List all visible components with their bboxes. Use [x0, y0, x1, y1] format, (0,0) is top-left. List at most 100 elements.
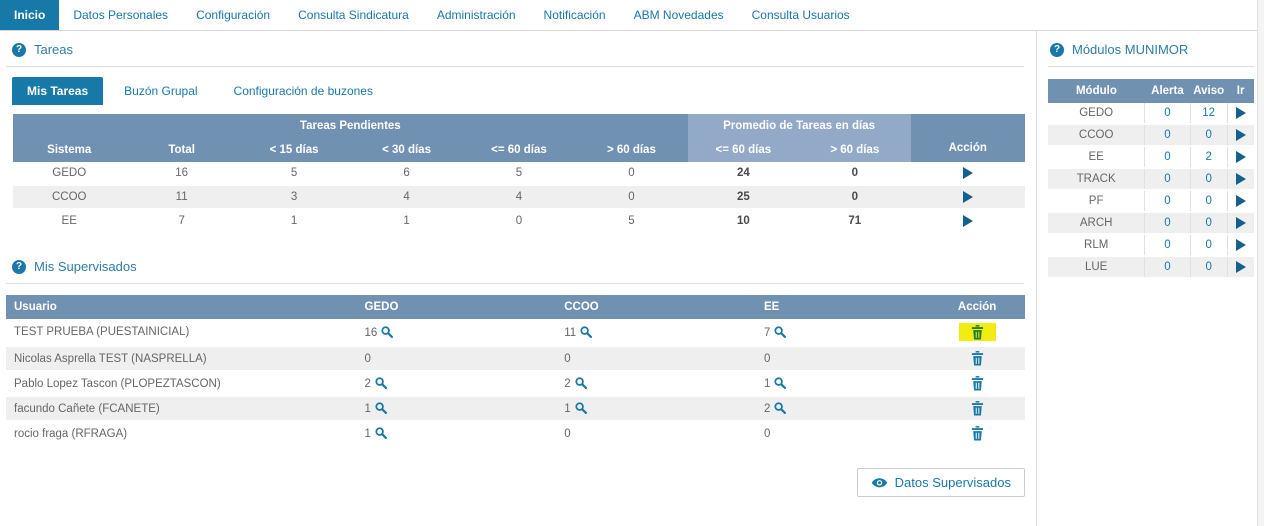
go-to-tasks-icon[interactable] [962, 191, 973, 204]
go-to-module-icon[interactable] [1235, 239, 1246, 252]
table-row: TEST PRUEBA (PUESTAINICIAL) 16 11 7 [6, 319, 1025, 348]
modulos-table: Módulo Alerta Aviso Ir GEDO 0 12 CCOO 0 … [1048, 79, 1254, 280]
tab-configuracion-de-buzones[interactable]: Configuración de buzones [233, 84, 373, 98]
aviso-count[interactable]: 2 [1189, 146, 1228, 170]
nav-item-notificacion[interactable]: Notificación [543, 8, 606, 22]
modulos-panel: ? Módulos MUNIMOR Módulo Alerta Aviso Ir… [1037, 31, 1264, 526]
alerta-count[interactable]: 0 [1144, 212, 1191, 236]
alerta-count[interactable]: 0 [1144, 124, 1191, 148]
modulo-name: CCOO [1048, 124, 1145, 148]
aviso-count[interactable]: 0 [1189, 212, 1228, 236]
magnifier-icon[interactable] [375, 402, 387, 415]
nav-item-consulta-usuarios[interactable]: Consulta Usuarios [751, 8, 850, 22]
ccoo-count: 0 [564, 427, 571, 440]
tareas-section-title: Tareas [34, 42, 74, 57]
nav-item-abm-novedades[interactable]: ABM Novedades [633, 8, 724, 22]
go-to-module-icon[interactable] [1235, 173, 1246, 186]
aviso-count[interactable]: 0 [1189, 190, 1228, 214]
go-to-module-icon[interactable] [1235, 261, 1246, 274]
go-to-module-icon[interactable] [1235, 151, 1246, 164]
nav-item-administracion[interactable]: Administración [436, 8, 516, 22]
table-row: GEDO 16 5 6 5 0 24 0 [13, 162, 1025, 187]
gedo-count[interactable]: 16 [364, 326, 378, 339]
magnifier-icon[interactable] [774, 377, 787, 390]
column-header-gedo: GEDO [356, 295, 557, 320]
go-to-module-icon[interactable] [1235, 107, 1246, 119]
magnifier-icon[interactable] [574, 377, 587, 390]
magnifier-icon[interactable] [580, 325, 593, 338]
aviso-count[interactable]: 0 [1189, 124, 1228, 148]
gedo-count[interactable]: 1 [364, 403, 371, 416]
tab-mis-tareas[interactable]: Mis Tareas [12, 77, 104, 105]
table-row: ARCH 0 0 [1048, 212, 1254, 236]
help-icon[interactable]: ? [1050, 42, 1064, 57]
column-header-usuario: Usuario [6, 295, 357, 320]
go-to-tasks-icon[interactable] [962, 215, 973, 228]
column-header-mas-60-dias: > 60 días [575, 138, 688, 162]
column-header-ccoo: CCOO [556, 295, 756, 320]
nav-item-datos-personales[interactable]: Datos Personales [73, 8, 169, 22]
trash-icon[interactable] [971, 325, 984, 340]
nav-item-configuracion[interactable]: Configuración [196, 8, 271, 22]
ee-count[interactable]: 7 [763, 326, 771, 339]
aviso-count[interactable]: 0 [1189, 168, 1228, 192]
help-icon[interactable]: ? [12, 42, 26, 57]
usuario-cell: Nicolas Asprella TEST (NASPRELLA) [6, 346, 357, 373]
tareas-tabs: Mis Tareas Buzón Grupal Configuración de… [12, 77, 1024, 105]
modulo-name: TRACK [1048, 168, 1145, 192]
gedo-count[interactable]: 2 [364, 378, 371, 391]
magnifier-icon[interactable] [375, 377, 387, 390]
aviso-count[interactable]: 0 [1189, 256, 1228, 280]
alerta-count[interactable]: 0 [1144, 234, 1191, 258]
button-row: Datos Supervisados [6, 468, 1025, 498]
alerta-count[interactable]: 0 [1144, 103, 1191, 126]
go-to-module-icon[interactable] [1235, 129, 1246, 142]
magnifier-icon[interactable] [375, 427, 387, 440]
magnifier-icon[interactable] [574, 402, 587, 415]
scrollbar[interactable] [1257, 0, 1264, 526]
usuario-cell: Pablo Lopez Tascon (PLOPEZTASCON) [6, 371, 357, 398]
trash-icon[interactable] [971, 401, 984, 416]
table-row: GEDO 0 12 [1048, 103, 1254, 126]
usuario-cell: facundo Cañete (FCANETE) [6, 396, 357, 423]
alerta-count[interactable]: 0 [1144, 146, 1191, 170]
modulos-section-title: Módulos MUNIMOR [1072, 42, 1189, 57]
help-icon[interactable]: ? [12, 259, 26, 274]
table-row: RLM 0 0 [1048, 234, 1254, 258]
nav-item-consulta-sindicatura[interactable]: Consulta Sindicatura [298, 8, 409, 22]
trash-icon[interactable] [971, 426, 984, 441]
aviso-count[interactable]: 0 [1189, 234, 1228, 258]
magnifier-icon[interactable] [381, 325, 394, 338]
aviso-count[interactable]: 12 [1189, 103, 1228, 126]
table-row: Nicolas Asprella TEST (NASPRELLA) 0 0 0 [6, 346, 1025, 373]
column-header-sistema: Sistema [13, 138, 126, 162]
trash-icon[interactable] [971, 351, 984, 366]
magnifier-icon[interactable] [774, 325, 787, 338]
tab-buzon-grupal[interactable]: Buzón Grupal [124, 84, 198, 98]
alerta-count[interactable]: 0 [1144, 190, 1191, 214]
alerta-count[interactable]: 0 [1144, 168, 1191, 192]
go-to-tasks-icon[interactable] [962, 167, 973, 179]
alerta-count[interactable]: 0 [1144, 256, 1191, 280]
go-to-module-icon[interactable] [1235, 217, 1246, 230]
column-header-prom-mas-60-dias: > 60 días [799, 138, 911, 162]
go-to-module-icon[interactable] [1235, 195, 1246, 208]
ee-count[interactable]: 1 [763, 378, 771, 391]
gedo-count[interactable]: 1 [364, 428, 371, 441]
modulos-section-header: ? Módulos MUNIMOR [1048, 31, 1254, 67]
nav-item-inicio[interactable]: Inicio [0, 0, 60, 30]
modulo-name: RLM [1048, 234, 1145, 258]
ccoo-count[interactable]: 1 [564, 403, 571, 416]
column-header-ee: EE [755, 295, 930, 320]
table-row: LUE 0 0 [1048, 256, 1254, 280]
trash-icon[interactable] [971, 376, 984, 391]
modulo-name: LUE [1048, 256, 1145, 280]
column-header-prom-60-dias: <= 60 días [687, 138, 800, 162]
ee-count[interactable]: 2 [763, 403, 771, 416]
tareas-section-header: ? Tareas [6, 31, 1024, 67]
magnifier-icon[interactable] [774, 402, 787, 415]
datos-supervisados-button[interactable]: Datos Supervisados [856, 468, 1025, 498]
ccoo-count[interactable]: 2 [564, 378, 571, 391]
column-header-accion: Acción [929, 295, 1025, 320]
ccoo-count[interactable]: 11 [564, 326, 577, 339]
